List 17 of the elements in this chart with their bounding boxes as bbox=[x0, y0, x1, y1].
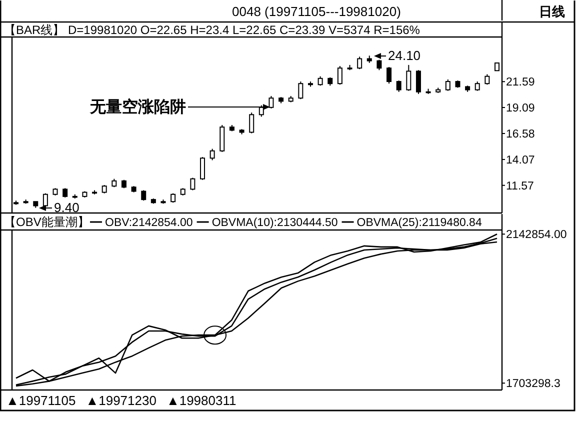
text: ▲19980311 bbox=[166, 393, 236, 408]
text: ▲19971105 bbox=[6, 393, 76, 408]
chart-title: 【BAR线】 D=19981020 O=22.65 H=23.4 L=22.65 C=23.39 V=5374 R=156% bbox=[4, 23, 420, 37]
y-tick-label: 11.57 bbox=[506, 180, 534, 192]
annotation: 无量空涨陷阱 bbox=[89, 98, 186, 116]
text: 0048 (19971105---19981020) bbox=[232, 4, 401, 19]
y-tick-label: 14.07 bbox=[506, 154, 535, 166]
y-tick-label: 2142854.00 bbox=[506, 229, 567, 242]
annotation: 24.10 bbox=[388, 48, 421, 63]
y-tick-label: 21.59 bbox=[506, 76, 535, 89]
text: 日线 bbox=[539, 4, 565, 19]
annotation: 9.40 bbox=[54, 200, 80, 215]
chart-title: 【OBV能量潮】 bbox=[4, 215, 90, 229]
y-tick-label: 19.09 bbox=[506, 102, 535, 115]
y-tick-label: 16.58 bbox=[506, 128, 535, 140]
text: ▲19971230 bbox=[86, 393, 156, 408]
y-tick-label: 1703298.3 bbox=[506, 378, 560, 390]
